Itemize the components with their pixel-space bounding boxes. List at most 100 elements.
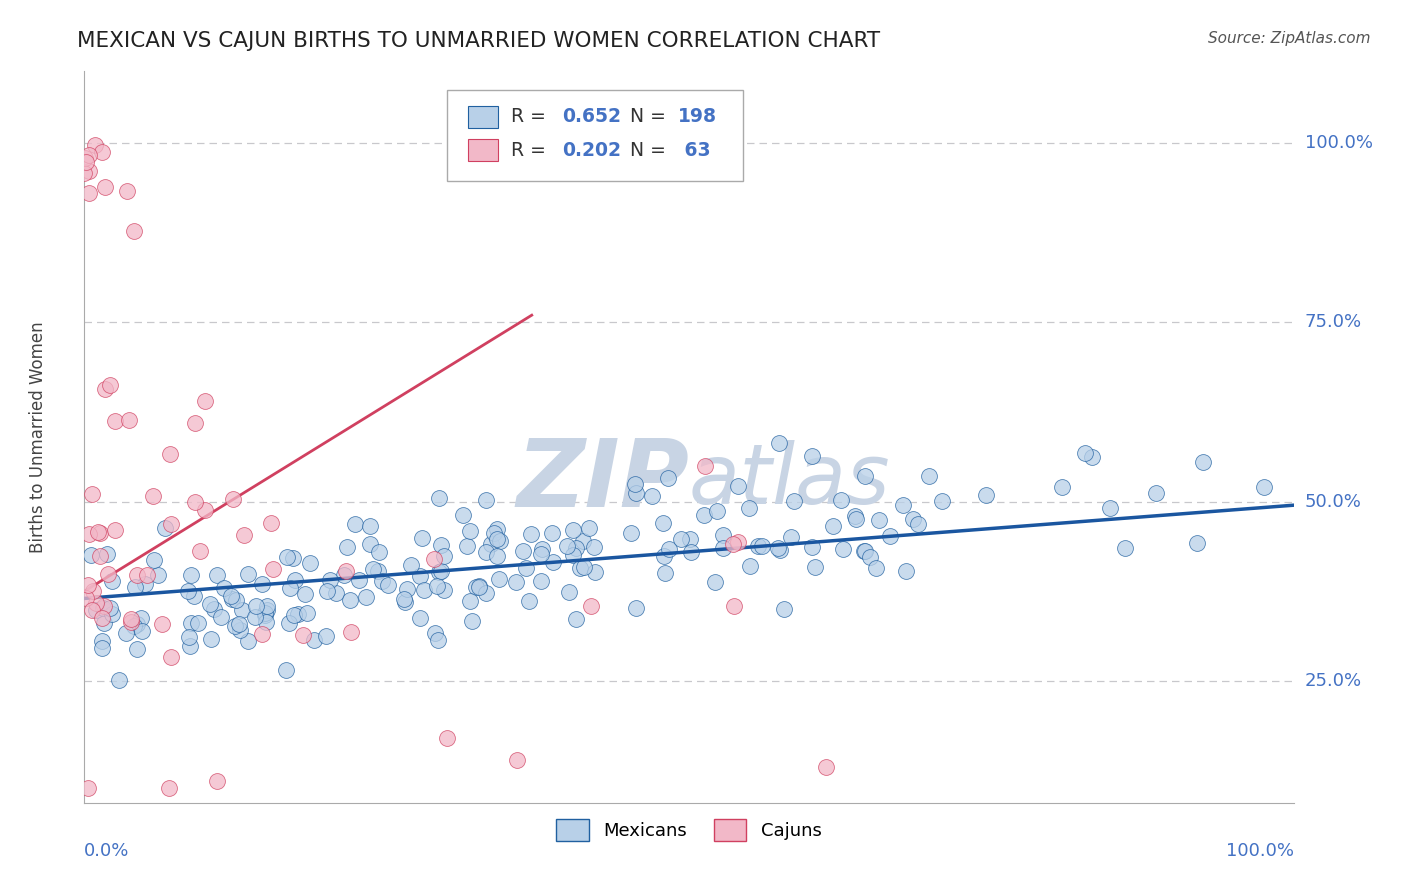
Point xyxy=(713,541,735,556)
Point xyxy=(315,583,337,598)
Point xyxy=(894,564,917,578)
Point xyxy=(1098,501,1121,516)
Point xyxy=(131,624,153,638)
Point xyxy=(359,519,381,533)
Point xyxy=(865,561,887,575)
Point xyxy=(98,600,121,615)
Point xyxy=(367,564,389,578)
Point xyxy=(292,628,315,642)
Point xyxy=(823,519,845,533)
Point xyxy=(284,573,307,587)
Point xyxy=(427,565,450,579)
Point xyxy=(77,164,100,178)
Point xyxy=(254,607,277,622)
Point xyxy=(159,649,181,664)
Point xyxy=(354,590,377,604)
Legend: Mexicans, Cajuns: Mexicans, Cajuns xyxy=(548,812,830,848)
Point xyxy=(302,632,325,647)
Point xyxy=(231,602,253,616)
Point xyxy=(136,567,159,582)
Point xyxy=(124,580,146,594)
Point xyxy=(236,567,259,582)
Point xyxy=(456,539,478,553)
Point xyxy=(83,138,105,153)
Point xyxy=(150,617,173,632)
Point xyxy=(565,611,588,625)
Point xyxy=(711,528,734,542)
Point xyxy=(747,539,769,553)
Text: Births to Unmarried Women: Births to Unmarried Women xyxy=(30,321,48,553)
Point xyxy=(115,626,138,640)
Point xyxy=(143,552,166,566)
Point xyxy=(423,626,446,640)
Point xyxy=(194,393,217,408)
Point xyxy=(679,532,702,546)
Point xyxy=(205,568,228,582)
Point xyxy=(541,525,564,540)
Text: 100.0%: 100.0% xyxy=(1226,842,1294,860)
Point xyxy=(830,492,852,507)
Point xyxy=(879,529,901,543)
Point xyxy=(671,532,693,546)
Point xyxy=(399,558,422,572)
Point xyxy=(853,468,876,483)
Point xyxy=(361,562,384,576)
Point xyxy=(278,581,301,595)
Point xyxy=(153,521,176,535)
Point xyxy=(562,549,585,563)
Point xyxy=(377,578,399,592)
Point xyxy=(298,557,321,571)
Point xyxy=(530,541,553,556)
Bar xyxy=(468,139,498,161)
Point xyxy=(225,592,247,607)
Point xyxy=(120,615,142,629)
Point xyxy=(93,382,115,396)
Point xyxy=(295,606,318,620)
Text: ZIP: ZIP xyxy=(516,435,689,527)
Point xyxy=(179,639,201,653)
Point xyxy=(184,495,207,509)
Point xyxy=(100,607,122,621)
Point xyxy=(738,559,761,574)
Point xyxy=(640,489,662,503)
Point xyxy=(768,435,790,450)
Point xyxy=(458,524,481,538)
Point xyxy=(396,582,419,596)
Point xyxy=(287,607,309,622)
Point xyxy=(207,774,229,789)
Point xyxy=(283,550,305,565)
Point xyxy=(97,567,120,582)
Point xyxy=(901,512,924,526)
Point xyxy=(681,544,703,558)
Point xyxy=(626,486,648,500)
Point xyxy=(224,619,246,633)
Point xyxy=(723,537,745,551)
Point xyxy=(89,526,111,541)
Point xyxy=(252,577,274,591)
Point xyxy=(426,579,449,593)
Point xyxy=(931,494,953,508)
Point xyxy=(727,478,749,492)
Point xyxy=(1074,446,1097,460)
Point xyxy=(84,596,107,610)
Point xyxy=(84,603,107,617)
Point xyxy=(530,547,553,561)
Point xyxy=(278,616,301,631)
Text: R =: R = xyxy=(512,107,553,126)
Point xyxy=(335,564,357,578)
Point xyxy=(766,541,789,555)
Point xyxy=(127,617,149,632)
Point xyxy=(232,527,254,541)
Point xyxy=(177,630,200,644)
Point xyxy=(845,512,868,526)
Point xyxy=(832,541,855,556)
Point xyxy=(801,540,824,554)
Point xyxy=(517,594,540,608)
Point xyxy=(515,560,537,574)
Point xyxy=(245,599,267,613)
Point xyxy=(433,582,456,597)
Point xyxy=(427,491,450,506)
Point xyxy=(336,541,359,555)
Point xyxy=(695,458,717,473)
Point xyxy=(134,576,156,591)
